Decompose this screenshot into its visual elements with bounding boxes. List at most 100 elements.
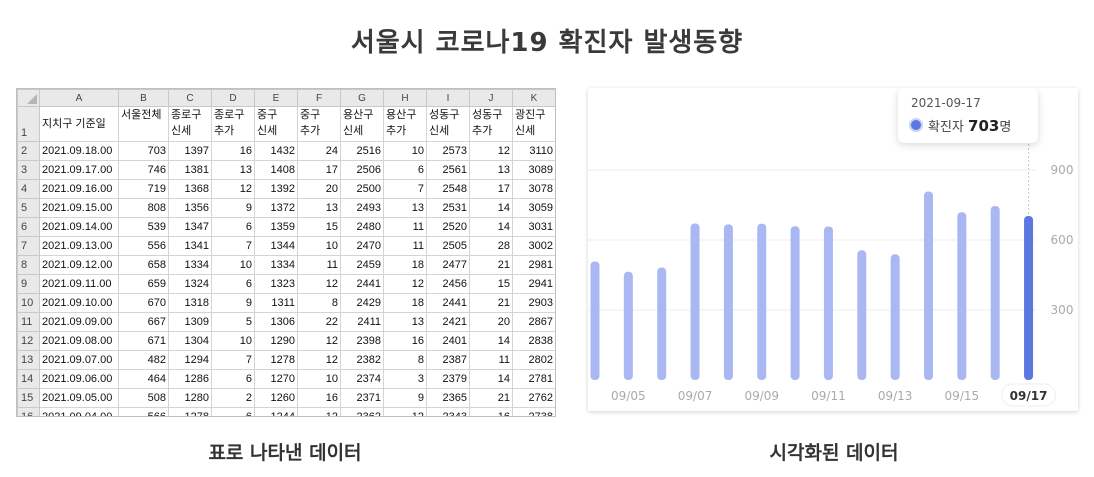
table-cell[interactable]: 10 [211, 331, 255, 351]
table-cell[interactable]: 6 [383, 160, 427, 180]
row-number[interactable]: 14 [17, 369, 40, 389]
table-cell[interactable]: 2459 [340, 255, 384, 275]
table-cell[interactable]: 11 [297, 255, 341, 275]
table-cell[interactable]: 1347 [168, 217, 212, 237]
table-cell[interactable]: 11 [383, 236, 427, 256]
table-cell[interactable]: 1392 [254, 179, 298, 199]
row-number[interactable]: 3 [17, 160, 40, 180]
row-number[interactable]: 9 [17, 274, 40, 294]
table-cell[interactable]: 3 [383, 369, 427, 389]
table-cell[interactable]: 1344 [254, 236, 298, 256]
table-cell[interactable]: 2506 [340, 160, 384, 180]
table-cell[interactable]: 13 [211, 160, 255, 180]
column-letter[interactable]: B [118, 89, 169, 107]
table-cell[interactable]: 2021.09.11.00 [39, 274, 119, 294]
table-cell[interactable]: 2867 [512, 312, 555, 332]
table-cell[interactable]: 16 [297, 388, 341, 408]
table-cell[interactable]: 2802 [512, 350, 555, 370]
table-cell[interactable]: 16 [469, 407, 513, 416]
table-cell[interactable]: 1432 [254, 141, 298, 161]
table-cell[interactable]: 1356 [168, 198, 212, 218]
table-cell[interactable]: 1359 [254, 217, 298, 237]
table-cell[interactable]: 2365 [426, 388, 470, 408]
table-cell[interactable]: 13 [383, 312, 427, 332]
table-cell[interactable]: 1341 [168, 236, 212, 256]
table-cell[interactable]: 8 [297, 293, 341, 313]
table-cell[interactable]: 2520 [426, 217, 470, 237]
column-letter[interactable]: G [340, 89, 384, 107]
table-cell[interactable]: 2362 [340, 407, 384, 416]
table-cell[interactable]: 9 [383, 388, 427, 408]
table-cell[interactable]: 11 [469, 350, 513, 370]
table-cell[interactable]: 21 [469, 293, 513, 313]
table-cell[interactable]: 539 [118, 217, 169, 237]
table-cell[interactable]: 2021.09.16.00 [39, 179, 119, 199]
header-cell[interactable]: 종로구 신세 [168, 106, 212, 142]
table-cell[interactable]: 2021.09.15.00 [39, 198, 119, 218]
table-cell[interactable]: 2021.09.10.00 [39, 293, 119, 313]
table-cell[interactable]: 2531 [426, 198, 470, 218]
table-cell[interactable]: 9 [211, 198, 255, 218]
header-cell[interactable]: 성동구 신세 [426, 106, 470, 142]
row-number[interactable]: 16 [17, 407, 40, 416]
table-cell[interactable]: 1368 [168, 179, 212, 199]
table-cell[interactable]: 2470 [340, 236, 384, 256]
table-cell[interactable]: 464 [118, 369, 169, 389]
row-number[interactable]: 1 [17, 106, 40, 142]
row-number[interactable]: 15 [17, 388, 40, 408]
table-cell[interactable]: 2021.09.18.00 [39, 141, 119, 161]
table-cell[interactable]: 18 [383, 255, 427, 275]
table-cell[interactable]: 1278 [168, 407, 212, 416]
table-cell[interactable]: 1324 [168, 274, 212, 294]
header-cell[interactable]: 종로구 추가 [211, 106, 255, 142]
table-cell[interactable]: 17 [297, 160, 341, 180]
table-cell[interactable]: 2379 [426, 369, 470, 389]
table-cell[interactable]: 15 [469, 274, 513, 294]
table-cell[interactable]: 12 [297, 350, 341, 370]
table-cell[interactable]: 508 [118, 388, 169, 408]
table-cell[interactable]: 1334 [254, 255, 298, 275]
table-cell[interactable]: 1397 [168, 141, 212, 161]
table-cell[interactable]: 2371 [340, 388, 384, 408]
table-cell[interactable]: 10 [383, 141, 427, 161]
table-cell[interactable]: 18 [383, 293, 427, 313]
column-letter[interactable]: D [211, 89, 255, 107]
table-cell[interactable]: 24 [297, 141, 341, 161]
table-cell[interactable]: 2441 [426, 293, 470, 313]
table-cell[interactable]: 1334 [168, 255, 212, 275]
table-cell[interactable]: 6 [211, 407, 255, 416]
table-cell[interactable]: 1381 [168, 160, 212, 180]
row-number[interactable]: 8 [17, 255, 40, 275]
column-letter[interactable]: J [469, 89, 513, 107]
table-cell[interactable]: 1372 [254, 198, 298, 218]
table-cell[interactable]: 1260 [254, 388, 298, 408]
table-cell[interactable]: 14 [469, 331, 513, 351]
table-cell[interactable]: 2021.09.13.00 [39, 236, 119, 256]
table-cell[interactable]: 2411 [340, 312, 384, 332]
column-letter[interactable]: A [39, 89, 119, 107]
table-cell[interactable]: 2738 [512, 407, 555, 416]
header-cell[interactable]: 중구 추가 [297, 106, 341, 142]
row-number[interactable]: 11 [17, 312, 40, 332]
table-cell[interactable]: 12 [297, 407, 341, 416]
row-number[interactable]: 10 [17, 293, 40, 313]
table-cell[interactable]: 14 [469, 369, 513, 389]
table-cell[interactable]: 671 [118, 331, 169, 351]
table-cell[interactable]: 2382 [340, 350, 384, 370]
header-cell[interactable]: 지치구 기준일 [39, 106, 119, 142]
table-cell[interactable]: 2374 [340, 369, 384, 389]
table-cell[interactable]: 3059 [512, 198, 555, 218]
table-cell[interactable]: 1244 [254, 407, 298, 416]
table-cell[interactable]: 20 [297, 179, 341, 199]
header-cell[interactable]: 용산구 추가 [383, 106, 427, 142]
table-cell[interactable]: 1290 [254, 331, 298, 351]
table-cell[interactable]: 16 [383, 331, 427, 351]
table-cell[interactable]: 1270 [254, 369, 298, 389]
table-cell[interactable]: 670 [118, 293, 169, 313]
table-cell[interactable]: 1408 [254, 160, 298, 180]
table-cell[interactable]: 10 [297, 236, 341, 256]
table-cell[interactable]: 2456 [426, 274, 470, 294]
table-cell[interactable]: 2500 [340, 179, 384, 199]
row-number[interactable]: 6 [17, 217, 40, 237]
row-number[interactable]: 7 [17, 236, 40, 256]
